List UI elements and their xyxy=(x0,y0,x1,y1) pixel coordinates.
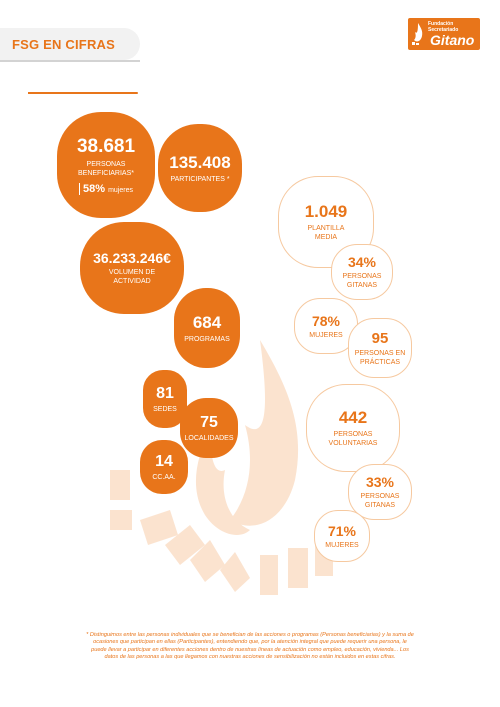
localidades-label: LOCALIDADES xyxy=(184,434,234,442)
logo-name: Gitano xyxy=(430,32,475,48)
logo-subtitle: Fundación Secretariado xyxy=(428,21,459,33)
programas-value: 684 xyxy=(192,312,222,332)
plantilla-value: 1.049 xyxy=(304,202,348,221)
sedes-label: SEDES xyxy=(153,405,177,413)
programas-bubble: 684 PROGRAMAS xyxy=(174,288,240,368)
volumen-value: 36.233.246€ xyxy=(93,250,171,266)
volumen-bubble: 36.233.246€ VOLUMEN DE ACTIVIDAD xyxy=(80,222,184,314)
header-tab xyxy=(0,28,140,60)
footnote: * Distinguimos entre las personas indivi… xyxy=(86,632,414,661)
plantilla-mujeres-bubble: 78% MUJERES xyxy=(294,298,358,354)
voluntarias-bubble: 442 PERSONAS VOLUNTARIAS xyxy=(306,384,400,472)
flame-logo-icon xyxy=(412,23,423,45)
voluntarias-mujeres-bubble: 71% MUJERES xyxy=(314,510,370,562)
plantilla-mujeres-label: MUJERES xyxy=(309,331,343,339)
ccaa-label: CC.AA. xyxy=(152,473,176,481)
voluntarias-mujeres-value: 71% xyxy=(327,522,357,539)
women-pct: 58% xyxy=(83,182,106,195)
voluntarias-gitanas-value: 33% xyxy=(365,474,395,490)
plantilla-gitanas-bubble: 34% PERSONAS GITANAS xyxy=(331,244,393,300)
localidades-value: 75 xyxy=(200,413,218,431)
page-title: FSG EN CIFRAS xyxy=(12,37,115,52)
beneficiarias-bubble: 38.681 PERSONAS BENEFICIARIAS* 58% mujer… xyxy=(57,112,155,218)
localidades-bubble: 75 LOCALIDADES xyxy=(180,398,238,458)
voluntarias-value: 442 xyxy=(338,408,368,427)
practicas-label: PERSONAS EN PRÁCTICAS xyxy=(354,349,406,366)
participantes-bubble: 135.408 PARTICIPANTES * xyxy=(158,124,242,212)
women-label: mujeres xyxy=(108,186,133,194)
plantilla-mujeres-value: 78% xyxy=(311,312,341,329)
plantilla-gitanas-value: 34% xyxy=(347,254,377,270)
volumen-label: VOLUMEN DE ACTIVIDAD xyxy=(108,269,156,285)
voluntarias-mujeres-label: MUJERES xyxy=(325,541,359,549)
sedes-bubble: 81 SEDES xyxy=(143,370,187,428)
plantilla-gitanas-label: PERSONAS GITANAS xyxy=(342,273,382,289)
ccaa-bubble: 14 CC.AA. xyxy=(140,440,188,494)
header-underline xyxy=(0,60,140,62)
practicas-bubble: 95 PERSONAS EN PRÁCTICAS xyxy=(348,318,412,378)
voluntarias-label: PERSONAS VOLUNTARIAS xyxy=(328,431,378,447)
voluntarias-gitanas-label: PERSONAS GITANAS xyxy=(360,493,400,509)
beneficiarias-value: 38.681 xyxy=(76,135,136,157)
participantes-value: 135.408 xyxy=(169,152,231,172)
beneficiarias-label: PERSONAS BENEFICIARIAS* xyxy=(77,160,134,177)
decorative-rule xyxy=(28,92,138,94)
programas-label: PROGRAMAS xyxy=(184,335,230,343)
sedes-value: 81 xyxy=(156,384,174,402)
ccaa-value: 14 xyxy=(155,452,173,470)
participantes-label: PARTICIPANTES * xyxy=(170,175,230,183)
women-share: 58% mujeres xyxy=(79,182,133,195)
practicas-value: 95 xyxy=(371,329,389,347)
plantilla-label: PLANTILLA MEDIA xyxy=(307,225,345,241)
fsg-logo: Fundación Secretariado Gitano xyxy=(408,18,480,50)
voluntarias-gitanas-bubble: 33% PERSONAS GITANAS xyxy=(348,464,412,520)
